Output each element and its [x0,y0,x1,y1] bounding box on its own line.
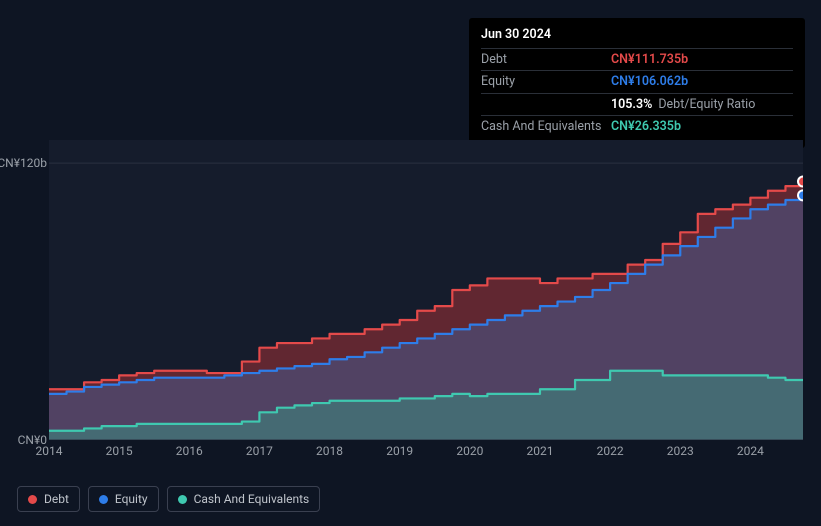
x-axis-label: 2017 [246,444,273,458]
tooltip-date: Jun 30 2024 [481,26,793,48]
x-axis-label: 2015 [106,444,133,458]
x-axis-label: 2024 [737,444,764,458]
x-axis-label: 2021 [526,444,553,458]
tooltip-value: 105.3%Debt/Equity Ratio [611,96,755,114]
legend-dot [28,495,37,504]
legend-dot [99,495,108,504]
tooltip-value: CN¥111.735b [611,51,688,69]
legend-item-debt[interactable]: Debt [17,486,80,512]
end-dot-debt [798,177,803,187]
end-dot-equity [798,190,803,200]
tooltip-row: EquityCN¥106.062b [481,70,793,93]
legend-label: Equity [115,492,148,506]
x-axis-label: 2018 [316,444,343,458]
chart-plot [49,140,803,440]
x-axis-label: 2022 [597,444,624,458]
legend-label: Debt [44,492,69,506]
x-axis-label: 2019 [386,444,413,458]
legend: Debt Equity Cash And Equivalents [17,486,320,512]
x-axis-label: 2023 [667,444,694,458]
legend-item-equity[interactable]: Equity [88,486,159,512]
tooltip-label [481,96,611,114]
x-axis: 2014201520162017201820192020202120222023… [49,444,803,464]
legend-dot [178,495,187,504]
legend-item-cash[interactable]: Cash And Equivalents [167,486,321,512]
x-axis-label: 2016 [176,444,203,458]
legend-label: Cash And Equivalents [194,492,310,506]
tooltip-row: 105.3%Debt/Equity Ratio [481,93,793,116]
tooltip-value: CN¥106.062b [611,73,688,91]
chart: CN¥0CN¥120b 2014201520162017201820192020… [17,120,805,508]
tooltip-label: Debt [481,51,611,69]
tooltip-label: Equity [481,73,611,91]
y-axis-label: CN¥120b [0,156,47,170]
x-axis-label: 2014 [36,444,63,458]
tooltip-suffix: Debt/Equity Ratio [658,97,755,112]
x-axis-label: 2020 [456,444,483,458]
tooltip-row: DebtCN¥111.735b [481,48,793,71]
